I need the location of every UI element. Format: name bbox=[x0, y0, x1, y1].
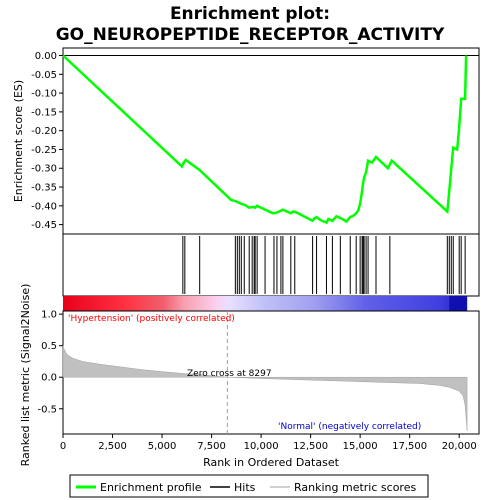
es-ytick-label: -0.15 bbox=[31, 107, 57, 118]
es-ytick-label: -0.10 bbox=[31, 89, 57, 100]
es-ytick-label: -0.45 bbox=[31, 220, 57, 231]
ranking-metric-area bbox=[62, 345, 468, 431]
hits-marks bbox=[182, 236, 466, 294]
x-tick-label: 7,500 bbox=[197, 441, 226, 452]
x-axis-ticks: 0 2,500 5,000 7,500 10,000 12,500 15,000 17,500… bbox=[60, 434, 477, 452]
enrichment-profile-line bbox=[62, 54, 468, 225]
chart-title-line1: Enrichment plot: bbox=[170, 4, 330, 24]
x-tick-label: 5,000 bbox=[148, 441, 177, 452]
legend-enrichment-label: Enrichment profile bbox=[100, 481, 202, 494]
ranked-list-heatmap-bar bbox=[63, 296, 468, 311]
es-ytick-label: -0.20 bbox=[31, 126, 57, 137]
legend-metric-label: Ranking metric scores bbox=[294, 481, 416, 494]
legend-box bbox=[69, 474, 429, 498]
es-ytick-label: -0.35 bbox=[31, 183, 57, 194]
x-tick-label: 10,000 bbox=[244, 441, 279, 452]
es-ytick-label: -0.05 bbox=[31, 70, 57, 81]
es-ytick-label: 0.00 bbox=[35, 51, 57, 62]
legend-hits-label: Hits bbox=[234, 481, 256, 494]
x-tick-label: 20,000 bbox=[442, 441, 477, 452]
es-panel-ylabel: Enrichment score (ES) bbox=[12, 80, 25, 202]
x-tick-label: 0 bbox=[60, 441, 66, 452]
x-tick-label: 2,500 bbox=[98, 441, 127, 452]
es-panel-frame bbox=[62, 47, 480, 235]
x-axis-label: Rank in Ordered Dataset bbox=[203, 456, 340, 469]
zero-cross-label: Zero cross at 8297 bbox=[187, 369, 272, 379]
chart-title-line2: GO_NEUROPEPTIDE_RECEPTOR_ACTIVITY bbox=[56, 25, 445, 45]
x-tick-label: 12,500 bbox=[293, 441, 328, 452]
es-ytick-label: -0.30 bbox=[31, 164, 57, 175]
metric-panel-ylabel: Ranked list metric (Signal2Noise) bbox=[19, 284, 32, 467]
ranked-list-heatmap-tail bbox=[449, 296, 468, 311]
positive-correlation-label: 'Hypertension' (positively correlated) bbox=[68, 314, 235, 324]
es-ytick-label: -0.40 bbox=[31, 201, 57, 212]
hits-panel-frame bbox=[62, 233, 480, 297]
x-tick-label: 17,500 bbox=[392, 441, 427, 452]
metric-ytick-label: 0.5 bbox=[41, 341, 57, 352]
metric-ytick-label: 1.0 bbox=[41, 310, 57, 321]
metric-panel-yticks: 1.0 0.5 0.0 -0.5 bbox=[37, 310, 63, 415]
metric-ytick-label: 0.0 bbox=[41, 373, 57, 384]
negative-correlation-label: 'Normal' (negatively correlated) bbox=[278, 422, 421, 432]
es-panel-yticks: 0.00 -0.05 -0.10 -0.15 -0.20 -0.25 -0.30 -0.35 -… bbox=[31, 51, 63, 231]
es-ytick-label: -0.25 bbox=[31, 145, 57, 156]
metric-ytick-label: -0.5 bbox=[37, 404, 57, 415]
x-tick-label: 15,000 bbox=[343, 441, 378, 452]
